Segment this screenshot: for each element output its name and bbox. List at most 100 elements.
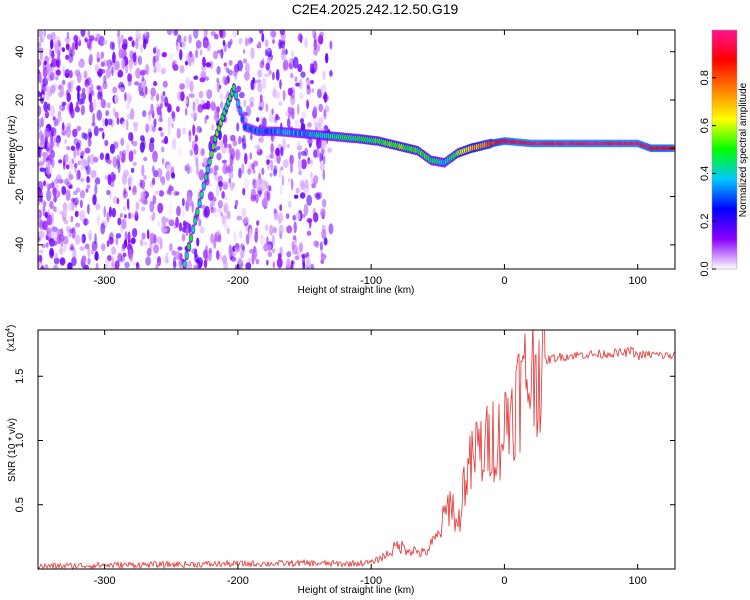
noise-cell — [112, 173, 117, 181]
noise-cell — [142, 241, 148, 246]
noise-cell — [82, 218, 89, 226]
noise-cell — [193, 30, 199, 39]
noise-cell — [277, 252, 282, 260]
noise-cell — [115, 233, 122, 239]
noise-cell — [79, 210, 85, 222]
noise-cell — [224, 77, 228, 86]
noise-cell — [184, 164, 188, 172]
noise-cell — [273, 168, 277, 177]
noise-cell — [177, 246, 183, 251]
noise-cell — [184, 107, 188, 116]
noise-cell — [148, 140, 155, 153]
noise-cell — [126, 198, 130, 209]
noise-cell — [88, 35, 95, 41]
noise-cell — [89, 101, 94, 113]
noise-cell — [141, 69, 148, 75]
noise-cell — [71, 158, 75, 164]
noise-cell — [266, 47, 272, 58]
noise-cell — [182, 210, 185, 217]
noise-cell — [176, 127, 181, 139]
noise-cell — [188, 93, 195, 99]
noise-cell — [241, 137, 245, 143]
noise-cell — [245, 233, 250, 245]
noise-cell — [248, 228, 252, 240]
noise-cell — [161, 51, 167, 58]
noise-cell — [297, 33, 303, 42]
noise-cell — [103, 74, 107, 84]
snr-y-label: SNR (10 * v/v) — [7, 418, 18, 482]
noise-cell — [70, 215, 74, 223]
noise-cell — [39, 161, 45, 166]
noise-cell — [256, 79, 262, 84]
noise-cell — [199, 77, 206, 83]
noise-cell — [90, 169, 97, 179]
noise-cell — [178, 222, 183, 232]
noise-cell — [156, 93, 160, 102]
ridge-cell — [200, 191, 204, 198]
noise-cell — [75, 100, 79, 112]
x-tick-label: -300 — [94, 575, 116, 587]
noise-cell — [194, 49, 199, 59]
noise-cell — [290, 178, 294, 191]
noise-cell — [63, 209, 68, 218]
noise-cell — [250, 47, 255, 60]
y-tick-label: -20 — [14, 189, 26, 205]
noise-cell — [298, 79, 303, 90]
noise-cell — [266, 159, 271, 164]
noise-cell — [71, 256, 77, 267]
noise-cell — [217, 181, 224, 188]
noise-cell — [324, 105, 330, 113]
noise-cell — [228, 172, 234, 179]
noise-cell — [61, 122, 65, 131]
noise-cell — [65, 123, 70, 133]
noise-cell — [95, 203, 101, 211]
noise-cell — [288, 63, 293, 70]
noise-cell — [272, 35, 275, 44]
noise-cell — [275, 113, 279, 119]
ridge-cell — [208, 158, 212, 165]
noise-cell — [94, 177, 101, 185]
spectrogram-y-label: Frequency (Hz) — [7, 116, 18, 185]
noise-cell — [124, 214, 127, 219]
noise-cell — [88, 229, 93, 241]
noise-cell — [119, 150, 123, 160]
noise-cell — [244, 152, 248, 165]
noise-cell — [40, 117, 45, 127]
noise-cell — [64, 154, 69, 166]
noise-cell — [38, 130, 43, 141]
noise-cell — [227, 163, 234, 175]
noise-cell — [132, 161, 137, 166]
ridge-cell — [197, 200, 202, 207]
noise-cell — [238, 91, 245, 99]
noise-cell — [183, 35, 187, 43]
noise-cell — [322, 155, 326, 165]
noise-cell — [55, 209, 61, 214]
snr-x-ticks: -300 -200 -100 0 100 — [94, 330, 647, 587]
noise-cell — [303, 203, 309, 216]
noise-cell — [69, 183, 74, 190]
noise-cell — [150, 103, 154, 115]
noise-cell — [61, 47, 66, 53]
noise-cell — [287, 87, 293, 96]
noise-cell — [302, 254, 305, 267]
noise-cell — [252, 169, 256, 175]
noise-cell — [273, 150, 276, 163]
noise-cell — [53, 131, 57, 142]
noise-cell — [195, 258, 200, 264]
noise-cell — [87, 30, 91, 38]
noise-cell — [103, 205, 106, 218]
noise-cell — [79, 190, 86, 199]
noise-cell — [45, 235, 49, 241]
noise-cell — [58, 159, 63, 164]
noise-cell — [265, 62, 270, 71]
noise-cell — [92, 98, 97, 111]
noise-cell — [165, 170, 171, 181]
noise-cell — [161, 216, 167, 226]
noise-cell — [242, 142, 247, 150]
noise-cell — [216, 152, 222, 161]
noise-cell — [153, 68, 156, 74]
noise-cell — [77, 89, 80, 102]
noise-cell — [295, 250, 300, 261]
noise-cell — [191, 201, 194, 213]
noise-cell — [146, 229, 150, 240]
